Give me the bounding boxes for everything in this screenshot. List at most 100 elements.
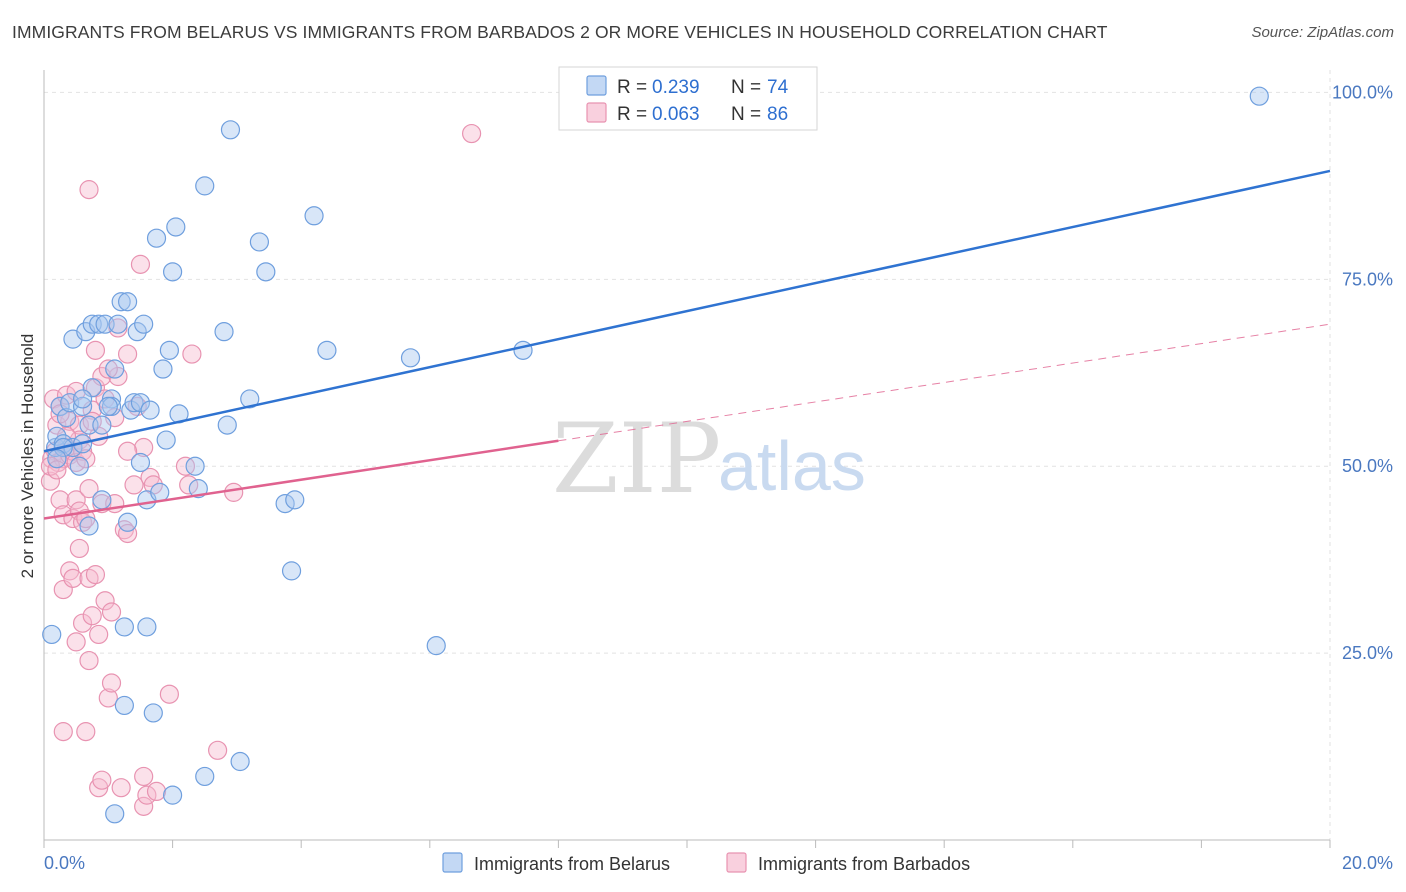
point-belarus-71 [1249,86,1269,106]
point-barbados-30 [76,449,96,469]
point-belarus-35 [140,400,160,420]
legend-r-label-belarus: R = [617,77,647,98]
point-barbados-0 [40,471,61,491]
point-belarus-63 [513,340,533,360]
point-barbados-76 [461,123,482,144]
point-belarus-43 [166,217,186,237]
series-belarus-points [42,86,1269,824]
chart-source: Source: ZipAtlas.com [1251,24,1394,41]
point-belarus-13 [79,516,99,536]
point-barbados-58 [117,344,138,364]
bottom-legend-label-barbados: Immigrants from Barbados [758,854,970,874]
point-belarus-57 [281,561,302,581]
trend-line-belarus [43,169,1331,453]
point-belarus-65 [163,785,183,805]
point-belarus-70 [130,452,151,473]
point-belarus-2 [47,426,67,446]
point-barbados-69 [146,781,167,802]
point-belarus-54 [249,232,270,252]
chart-title: IMMIGRANTS FROM BELARUS VS IMMIGRANTS FR… [12,22,1108,42]
trend-line-barbados [43,439,559,520]
point-barbados-56 [111,778,131,798]
point-barbados-26 [69,538,89,559]
point-belarus-17 [92,415,112,435]
legend-n-label-belarus: N = [731,77,761,98]
point-belarus-64 [105,804,125,824]
point-belarus-0 [42,624,62,645]
bottom-legend: Immigrants from Belarus Immigrants from … [442,852,970,874]
legend-r-value-belarus: 0.239 [652,77,700,98]
y-tick-label-3: 100.0% [1332,82,1393,102]
point-barbados-7 [50,490,70,510]
point-belarus-26 [114,695,134,716]
point-belarus-16 [89,314,109,334]
point-belarus-9 [69,456,89,476]
point-barbados-66 [137,785,157,805]
watermark: ZIP atlas [552,403,866,515]
point-belarus-48 [195,766,215,787]
point-barbados-18 [63,568,83,588]
point-belarus-38 [150,482,170,502]
point-barbados-74 [208,740,228,760]
point-belarus-18 [92,490,112,510]
point-belarus-59 [304,206,324,226]
point-barbados-70 [159,684,179,704]
point-barbados-60 [124,475,144,495]
point-belarus-62 [426,636,446,656]
bottom-legend-label-belarus: Immigrants from Belarus [474,854,670,874]
point-belarus-66 [117,292,138,312]
y-tick-label-1: 50.0% [1342,456,1393,476]
point-belarus-41 [159,340,179,360]
tick-labels: 25.0% 50.0% 75.0% 100.0% 0.0% 20.0% [44,82,1393,873]
point-belarus-49 [214,322,234,342]
legend-n-value-barbados: 86 [767,104,788,125]
point-barbados-21 [66,490,86,510]
point-barbados-46 [92,770,112,790]
point-belarus-53 [240,389,260,409]
watermark-atlas: atlas [718,427,866,505]
point-barbados-20 [66,452,86,473]
point-belarus-36 [143,703,163,723]
point-barbados-42 [89,624,109,645]
point-barbados-33 [79,479,99,499]
point-barbados-64 [134,796,154,816]
point-barbados-82 [82,411,102,431]
point-belarus-6 [60,393,80,413]
point-belarus-61 [400,348,421,368]
series-barbados-points [40,123,482,816]
bottom-legend-swatch-barbados [726,852,747,873]
point-belarus-40 [156,430,176,450]
point-barbados-37 [82,606,102,626]
point-belarus-45 [185,456,205,476]
point-belarus-50 [217,415,237,435]
point-belarus-23 [108,314,128,334]
point-barbados-83 [98,359,118,379]
point-barbados-49 [98,688,118,708]
point-belarus-39 [153,359,173,379]
point-barbados-75 [224,482,244,502]
point-belarus-72 [47,449,67,469]
point-belarus-32 [134,314,154,334]
point-barbados-62 [130,254,151,274]
point-belarus-46 [188,479,208,499]
point-barbados-35 [79,650,99,671]
point-barbados-84 [117,441,138,461]
point-barbados-38 [85,340,106,360]
point-belarus-37 [146,228,167,248]
y-tick-label-0: 25.0% [1342,643,1393,663]
trend-line-barbados-extension [558,323,1331,442]
point-barbados-50 [101,602,122,622]
legend-r-value-barbados: 0.063 [652,104,700,125]
point-belarus-67 [72,389,93,409]
top-legend: R = 0.239 N = 74 R = 0.063 N = 86 [558,66,818,131]
point-barbados-63 [134,437,154,458]
point-belarus-42 [163,262,183,282]
point-barbados-59 [117,523,138,544]
point-barbados-31 [76,722,96,742]
trend-lines [43,169,1331,520]
point-belarus-5 [56,408,77,428]
point-belarus-69 [98,396,118,417]
point-barbados-51 [101,673,122,693]
legend-n-label-barbados: N = [731,104,761,125]
